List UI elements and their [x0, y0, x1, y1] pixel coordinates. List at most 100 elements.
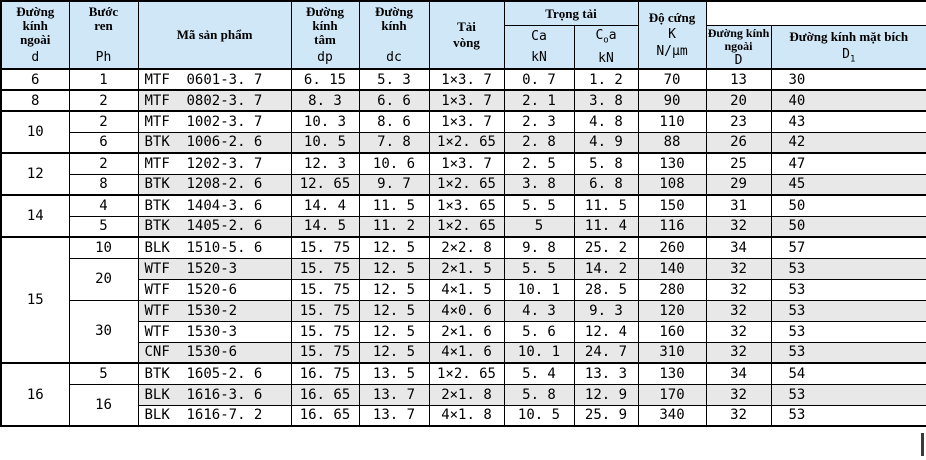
- cell-stiffness-k: 90: [637, 89, 707, 112]
- header-ca: Ca kN: [503, 25, 575, 70]
- cell-outer-diameter-D: 34: [705, 236, 772, 259]
- product-prefix: BTK: [144, 197, 170, 214]
- cell-flange-diameter-D1: 53: [770, 278, 926, 301]
- header-load-capacity: Trọng tải: [503, 0, 639, 27]
- table-body: 6 1 MTF 0601-3. 7 6. 15 5. 3 1×3. 7 0. 7 1. 2 70 1…: [0, 68, 926, 427]
- cell-outer-diameter-D: 13: [705, 68, 772, 91]
- product-number: 1002-3. 7: [186, 113, 263, 130]
- product-number: 1530-3: [186, 323, 238, 340]
- cell-outer-diameter-D: 20: [705, 89, 772, 112]
- cell-ca: 5. 5: [503, 257, 575, 280]
- cell-load-circuit: 2×1. 6: [428, 320, 505, 343]
- cell-diameter-dc: 12. 5: [358, 341, 430, 364]
- table-row: WTF 1530-3 15. 75 12. 5 2×1. 6 5. 6 12. 4 160 32…: [1, 320, 926, 343]
- product-number: 1530-6: [186, 344, 238, 361]
- header-center-diameter-dp: Đường kính tâm dp: [290, 0, 360, 70]
- cell-diameter-dc: 9. 7: [358, 173, 430, 196]
- header-text: Bước: [88, 4, 119, 19]
- cell-diameter-dc: 11. 2: [358, 215, 430, 238]
- cell-product-code: BTK 1605-2. 6: [137, 362, 292, 385]
- cell-load-circuit: 2×1. 5: [428, 257, 505, 280]
- header-pitch-ph: Bước ren Ph: [68, 0, 139, 70]
- cell-product-code: BTK 1405-2. 6: [137, 215, 292, 238]
- cell-diameter-dc: 10. 6: [358, 152, 430, 175]
- cell-flange-diameter-D1: 53: [770, 383, 926, 406]
- cell-pitch-ph: 2: [68, 152, 139, 175]
- header-text: kính: [381, 18, 407, 33]
- cell-ca: 5. 6: [503, 320, 575, 343]
- cell-product-code: BTK 1404-3. 6: [137, 194, 292, 217]
- cell-outer-diameter-d: 6: [0, 68, 70, 91]
- product-number: 0802-3. 7: [186, 92, 263, 109]
- product-prefix: BLK: [144, 407, 170, 424]
- cell-center-diameter-dp: 6. 15: [290, 68, 360, 91]
- cell-c0a: 24. 7: [573, 341, 639, 364]
- cell-c0a: 12. 4: [573, 320, 639, 343]
- header-outer-diameter-d: Đường kính ngoài d: [0, 0, 70, 70]
- cell-pitch-ph: 2: [68, 110, 139, 133]
- cell-load-circuit: 4×0. 6: [428, 299, 505, 322]
- cell-outer-diameter-d: 12: [0, 152, 70, 196]
- header-stiffness-k: Độ cứng K N/μm: [637, 0, 707, 70]
- header-text: ren: [94, 18, 113, 33]
- cell-outer-diameter-D: 32: [705, 320, 772, 343]
- cell-outer-diameter-D: 32: [705, 257, 772, 280]
- header-text: Đường kính mặt bích: [789, 28, 909, 44]
- cell-flange-diameter-D1: 54: [770, 362, 926, 385]
- cell-center-diameter-dp: 14. 4: [290, 194, 360, 217]
- header-flange-diameter-D1: Đường kính mặt bích D1: [770, 25, 926, 70]
- table-row: 10 2 MTF 1002-3. 7 10. 3 8. 6 1×3. 7 2. 3 4. 8 11…: [0, 110, 926, 154]
- cell-c0a: 12. 9: [573, 383, 639, 406]
- header-symbol-D1: D1: [842, 46, 856, 65]
- cell-c0a: 4. 9: [573, 131, 639, 154]
- cell-c0a: 1. 2: [573, 68, 639, 91]
- table-row: 30 WTF 1530-2 15. 75 12. 5 4×0. 6 4. 3 9. 3 120 3…: [1, 299, 926, 364]
- cell-ca: 9. 8: [503, 236, 575, 259]
- table-header: Đường kính ngoài d Bước ren Ph: [0, 0, 926, 70]
- cell-center-diameter-dp: 15. 75: [290, 236, 360, 259]
- header-text: Trọng tải: [545, 5, 597, 21]
- table-row: WTF 1520-6 15. 75 12. 5 4×1. 5 10. 1 28. 5 280 3…: [1, 278, 926, 301]
- product-prefix: BTK: [144, 218, 170, 235]
- cell-stiffness-k: 108: [637, 173, 707, 196]
- cell-pitch-ph: 30: [68, 299, 139, 364]
- cell-product-code: BLK 1616-7. 2: [137, 404, 292, 427]
- cell-c0a: 13. 3: [573, 362, 639, 385]
- header-c0a: Coa kN: [573, 25, 639, 70]
- cell-center-diameter-dp: 12. 65: [290, 173, 360, 196]
- cell-stiffness-k: 130: [637, 152, 707, 175]
- cell-stiffness-k: 280: [637, 278, 707, 301]
- cell-ca: 10. 1: [503, 341, 575, 364]
- cell-stiffness-k: 130: [637, 362, 707, 385]
- cell-center-diameter-dp: 10. 5: [290, 131, 360, 154]
- product-number: 1605-2. 6: [186, 365, 263, 382]
- cell-load-circuit: 1×2. 65: [428, 131, 505, 154]
- cell-pitch-ph: 20: [68, 257, 139, 301]
- header-text: Độ cứng: [648, 10, 696, 25]
- header-symbol-dp: dp: [317, 50, 333, 65]
- cell-stiffness-k: 140: [637, 257, 707, 280]
- product-number: 1520-3: [186, 260, 238, 277]
- cell-ca: 2. 5: [503, 152, 575, 175]
- cell-flange-diameter-D1: 53: [770, 299, 926, 322]
- product-prefix: MTF: [144, 71, 170, 88]
- product-number: 1208-2. 6: [186, 176, 263, 193]
- cell-load-circuit: 2×2. 8: [428, 236, 505, 259]
- cell-stiffness-k: 340: [637, 404, 707, 427]
- header-text: kính: [312, 18, 338, 33]
- cell-diameter-dc: 13. 5: [358, 362, 430, 385]
- product-prefix: BTK: [144, 365, 170, 382]
- cell-c0a: 28. 5: [573, 278, 639, 301]
- header-symbol-ph: Ph: [95, 50, 112, 65]
- cell-c0a: 9. 3: [573, 299, 639, 322]
- cell-outer-diameter-d: 10: [0, 110, 70, 154]
- cell-product-code: BLK 1616-3. 6: [137, 383, 292, 406]
- cell-c0a: 4. 8: [573, 110, 639, 133]
- header-text: kính: [22, 18, 48, 33]
- table-row: 14 4 BTK 1404-3. 6 14. 4 11. 5 1×3. 65 5. 5 11. …: [0, 194, 926, 238]
- cell-outer-diameter-D: 32: [705, 383, 772, 406]
- cell-c0a: 5. 8: [573, 152, 639, 175]
- cell-diameter-dc: 12. 5: [358, 299, 430, 322]
- cell-pitch-ph: 1: [68, 68, 139, 91]
- cell-diameter-dc: 12. 5: [358, 278, 430, 301]
